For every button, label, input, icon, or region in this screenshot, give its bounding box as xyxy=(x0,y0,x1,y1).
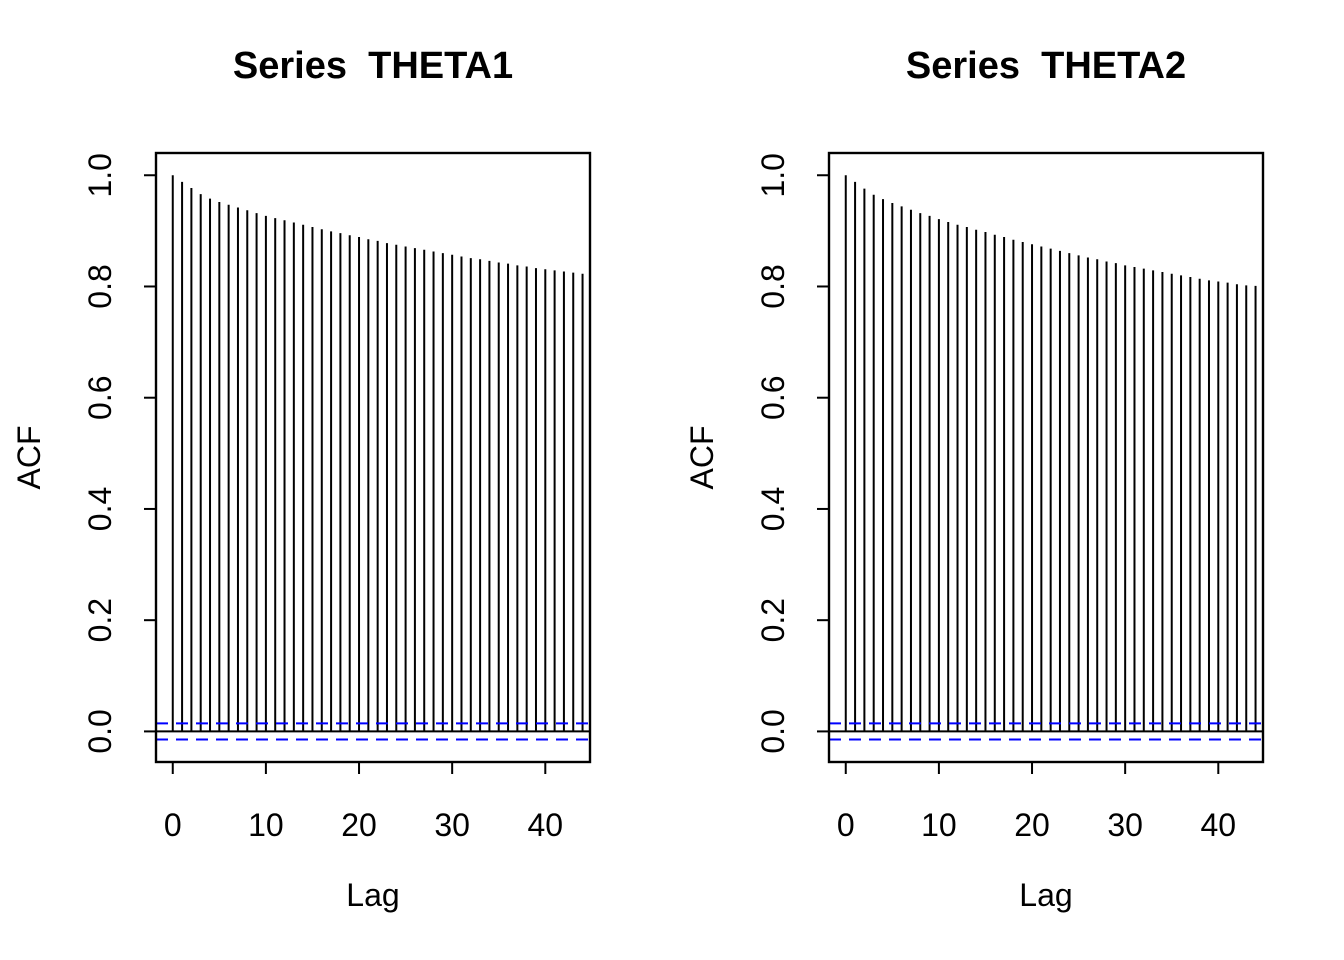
acf-bars-theta1 xyxy=(171,175,584,732)
y-axis-label-theta1: ACF xyxy=(11,426,47,490)
y-tick-label-theta2: 0.0 xyxy=(755,709,791,753)
x-tick-label-theta2: 20 xyxy=(1014,807,1050,843)
y-tick-label-theta1: 0.4 xyxy=(82,487,118,531)
x-tick-label-theta2: 30 xyxy=(1107,807,1143,843)
plot-box-theta2 xyxy=(827,151,1265,764)
acf-bars-theta2 xyxy=(844,175,1257,732)
acf-panel-theta2: 0 10 20 30 40 0.0 0.2 0.4 0.6 0.8 1.0 Series THETA2… xyxy=(684,45,1265,913)
x-tick-label-theta1: 10 xyxy=(248,807,284,843)
y-tick-label-theta1: 0.2 xyxy=(82,598,118,642)
y-tick-label-theta1: 0.0 xyxy=(82,709,118,753)
y-tick-label-theta2: 0.4 xyxy=(755,487,791,531)
x-tick-label-theta2: 10 xyxy=(921,807,957,843)
plot-box-theta1 xyxy=(154,151,592,764)
y-tick-label-theta2: 0.2 xyxy=(755,598,791,642)
x-tick-label-theta1: 40 xyxy=(528,807,564,843)
x-axis-label-theta2: Lag xyxy=(1019,877,1072,913)
x-tick-label-theta1: 20 xyxy=(341,807,377,843)
x-tick-label-theta2: 40 xyxy=(1201,807,1237,843)
y-tick-label-theta2: 0.6 xyxy=(755,375,791,419)
plot-title-theta1: Series THETA1 xyxy=(233,45,513,87)
y-tick-label-theta1: 0.8 xyxy=(82,264,118,308)
y-axis-label-theta2: ACF xyxy=(684,426,720,490)
x-tick-label-theta1: 0 xyxy=(164,807,182,843)
y-tick-label-theta1: 0.6 xyxy=(82,375,118,419)
y-tick-label-theta2: 1.0 xyxy=(755,153,791,197)
x-tick-label-theta1: 30 xyxy=(434,807,470,843)
plot-title-theta2: Series THETA2 xyxy=(906,45,1186,87)
x-tick-label-theta2: 0 xyxy=(837,807,855,843)
x-axis-label-theta1: Lag xyxy=(346,877,399,913)
y-tick-label-theta2: 0.8 xyxy=(755,264,791,308)
acf-panel-theta1: 0 10 20 30 40 0.0 0.2 0.4 0.6 0.8 1.0 Series THETA1… xyxy=(11,45,592,913)
y-tick-label-theta1: 1.0 xyxy=(82,153,118,197)
